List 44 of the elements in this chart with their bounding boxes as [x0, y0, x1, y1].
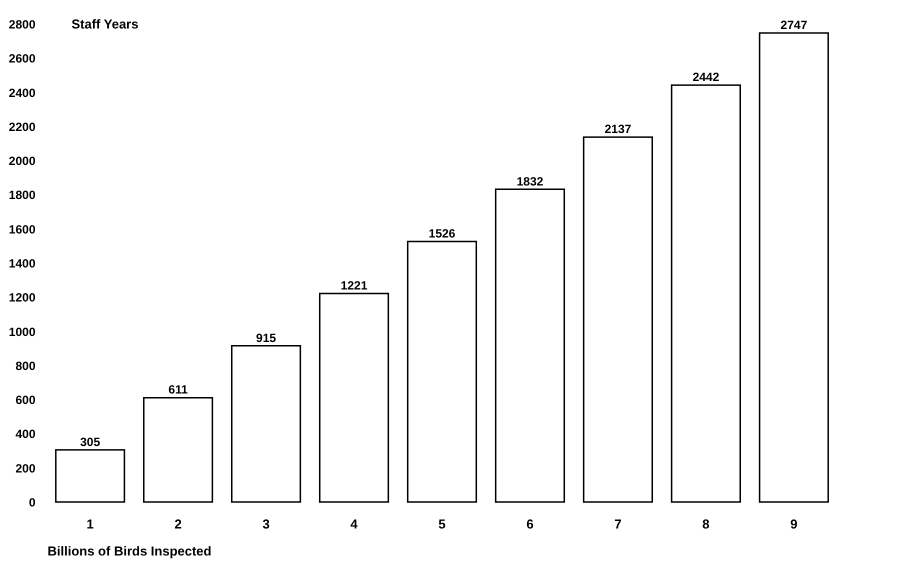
y-tick-label: 1600	[8, 222, 36, 236]
x-axis-title: Billions of Birds Inspected	[48, 544, 212, 558]
x-tick-label: 4	[350, 516, 358, 532]
y-tick-label: 0	[28, 496, 36, 510]
x-tick-label: 7	[614, 516, 622, 532]
bar	[758, 32, 829, 503]
bar	[494, 188, 566, 503]
data-label: 915	[256, 330, 276, 345]
y-tick-label: 400	[15, 427, 36, 442]
y-tick-label: 1000	[8, 324, 36, 339]
x-tick-label: 1	[86, 516, 94, 532]
data-label: 2137	[604, 122, 632, 136]
y-axis-title: Staff Years	[72, 16, 138, 32]
x-tick-label: 3	[262, 516, 270, 532]
data-label: 2442	[692, 70, 720, 84]
y-tick-label: 1200	[8, 290, 36, 305]
data-label: 1832	[516, 174, 544, 188]
x-tick-label: 5	[438, 516, 446, 532]
data-label: 305	[80, 434, 100, 449]
y-tick-label: 2200	[8, 120, 36, 134]
data-label: 1221	[340, 278, 368, 293]
y-tick-label: 200	[15, 461, 36, 476]
y-tick-label: 600	[15, 393, 36, 408]
bar	[318, 292, 390, 503]
bar	[230, 345, 302, 503]
data-label: 1526	[428, 226, 456, 240]
data-label: 2747	[780, 18, 808, 32]
y-tick-label: 800	[15, 358, 36, 373]
x-tick-label: 2	[174, 516, 182, 532]
bar	[406, 240, 478, 503]
y-tick-label: 2400	[8, 86, 36, 100]
y-tick-label: 1800	[8, 188, 36, 202]
bar	[143, 396, 214, 503]
y-tick-label: 1400	[8, 256, 36, 270]
bar	[670, 84, 741, 503]
x-tick-label: 9	[790, 516, 798, 532]
data-label: 611	[168, 382, 188, 397]
bar	[55, 449, 126, 503]
bar	[582, 136, 654, 503]
x-tick-label: 8	[702, 516, 710, 532]
y-tick-label: 2800	[8, 18, 36, 32]
y-tick-label: 2000	[8, 154, 36, 168]
y-tick-label: 2600	[8, 52, 36, 66]
x-tick-label: 6	[526, 516, 534, 532]
